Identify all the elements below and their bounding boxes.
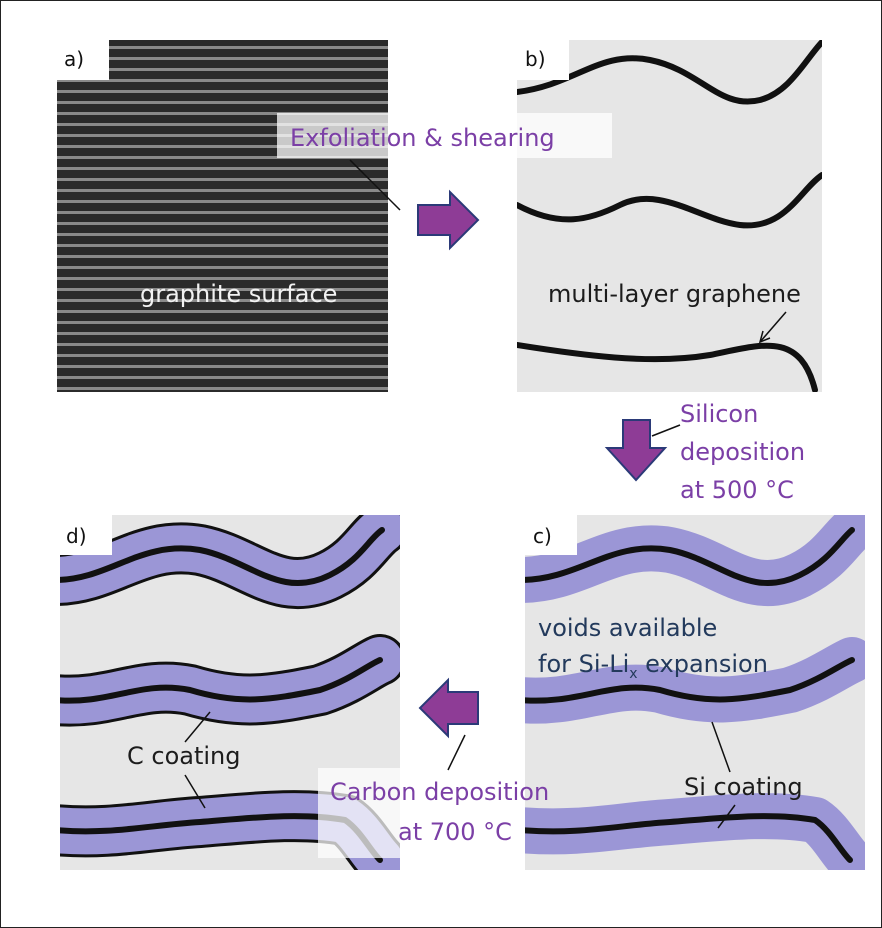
graphite-layer-line: [57, 299, 388, 302]
graphite-layer-line: [57, 156, 388, 159]
carbon-label-1: Carbon deposition: [330, 778, 549, 806]
graphite-layer-line: [57, 200, 388, 203]
graphite-layer-line: [57, 244, 388, 247]
si-coating-pointer-2: [717, 804, 736, 829]
arrow-down-icon: [604, 419, 668, 482]
graphite-layer-line: [57, 211, 388, 214]
graphite-layer-line: [57, 277, 388, 280]
carbon-label-box: [318, 768, 520, 858]
arrow-right-icon: [417, 189, 480, 251]
c-coating-label: C coating: [127, 742, 241, 770]
graphite-layer-line: [57, 255, 388, 258]
graphite-layer-line: [57, 178, 388, 181]
c-coating-pointer-1: [184, 711, 211, 743]
graphite-layer-line: [57, 68, 388, 71]
voids-label-2: for Si-Lix expansion: [538, 650, 768, 682]
silicon-pointer: [651, 424, 681, 437]
si-coating-label: Si coating: [684, 773, 803, 801]
panel-c-label-box: [525, 515, 577, 555]
silicon-label-2: deposition: [680, 438, 805, 466]
carbon-label-2: at 700 °C: [398, 818, 512, 846]
graphite-layer-line: [57, 387, 388, 390]
graphite-layer-line: [57, 57, 388, 60]
graphite-layer-line: [57, 365, 388, 368]
si-coating-pointer-1: [711, 721, 731, 773]
panel-d-label: d): [66, 524, 87, 548]
exfoliation-label-box: [277, 113, 612, 158]
carbon-pointer: [447, 734, 466, 771]
graphite-layer-line: [57, 310, 388, 313]
voids-label-1: voids available: [538, 614, 717, 642]
graphite-layer-line: [57, 46, 388, 49]
graphite-layer-line: [57, 266, 388, 269]
graphene-sheet-3: [517, 342, 818, 392]
graphite-layer-line: [57, 376, 388, 379]
graphene-sheet-1: [517, 40, 822, 105]
graphite-layer-line: [57, 101, 388, 104]
panel-b-label-box: [517, 40, 569, 80]
graphite-layer-line: [57, 222, 388, 225]
graphite-layer-line: [57, 288, 388, 291]
graphite-layer-line: [57, 189, 388, 192]
graphite-layer-line: [57, 112, 388, 115]
exfoliation-pointer: [349, 159, 401, 211]
graphite-layer-line: [57, 90, 388, 93]
panel-b: b) multi-layer graphene: [517, 40, 822, 392]
graphite-layer-line: [57, 79, 388, 82]
panel-d-label-box: [60, 515, 112, 555]
graphite-layer-line: [57, 321, 388, 324]
graphite-layer-line: [57, 354, 388, 357]
c-coating-pointer-2: [184, 774, 206, 809]
graphene-pointer: [759, 311, 787, 343]
panel-c-label: c): [533, 524, 552, 548]
panel-a-label-box: [57, 40, 109, 80]
graphite-layer-line: [57, 233, 388, 236]
graphite-layer-line: [57, 145, 388, 148]
graphene-pointer-head: [758, 330, 771, 344]
graphite-layer-line: [57, 167, 388, 170]
silicon-label-1: Silicon: [680, 400, 758, 428]
panel-a: a) graphite surface: [57, 40, 388, 392]
graphite-layer-line: [57, 123, 388, 126]
graphite-layer-line: [57, 343, 388, 346]
graphene-sheet-2: [517, 172, 822, 229]
graphite-surface-label: graphite surface: [140, 280, 337, 308]
graphite-layer-line: [57, 332, 388, 335]
panel-b-label: b): [525, 47, 546, 71]
graphite-layer-line: [57, 134, 388, 137]
exfoliation-label: Exfoliation & shearing: [290, 124, 555, 152]
arrow-left-icon: [418, 677, 479, 739]
silicon-label-3: at 500 °C: [680, 476, 794, 504]
graphene-label: multi-layer graphene: [548, 280, 801, 308]
graphite-layers: [57, 46, 388, 390]
panel-c: c) voids available for Si-Lix expansion …: [525, 515, 865, 870]
panel-a-label: a): [64, 47, 84, 71]
